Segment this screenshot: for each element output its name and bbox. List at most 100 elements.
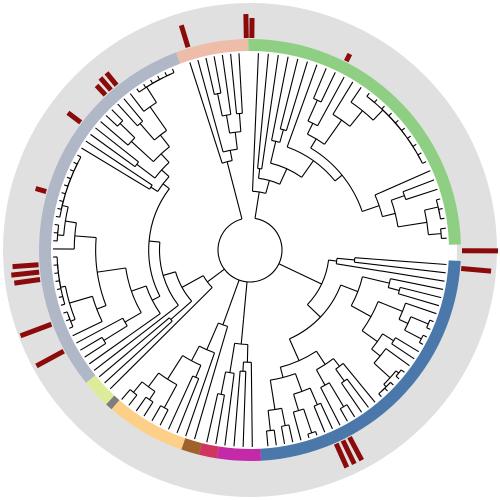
annotation-marker (333, 442, 350, 469)
tree-branch (341, 382, 363, 413)
tree-branch (292, 411, 302, 441)
tree-branch (324, 119, 343, 145)
tree-branch (167, 355, 184, 380)
tree-branch (373, 362, 391, 379)
tree-branch (160, 153, 170, 163)
tree-branch (279, 367, 284, 378)
tree-branch (88, 313, 161, 365)
tree-branch (176, 378, 200, 434)
tree-arc (307, 430, 316, 435)
tree-branch (346, 404, 356, 418)
tree-arc (234, 342, 248, 346)
tree-branch (111, 109, 124, 122)
tree-branch (161, 169, 170, 178)
tree-branch (422, 161, 427, 164)
tree-arc (361, 301, 379, 331)
tree-branch (273, 429, 277, 446)
tree-branch (98, 317, 170, 378)
tree-arc (390, 200, 399, 227)
tree-branch (148, 391, 156, 400)
tree-branch (95, 127, 139, 163)
tree-branch (354, 257, 447, 266)
tree-branch (250, 362, 253, 447)
tree-branch (195, 365, 202, 378)
tree-arc (310, 147, 363, 212)
clade-pale-green (86, 375, 115, 405)
tree-branch (93, 304, 179, 371)
tree-branch (388, 112, 392, 117)
annotation-marker (460, 265, 492, 274)
tree-branch (197, 59, 224, 153)
tree-branch (265, 430, 269, 447)
tree-arc (395, 369, 402, 377)
tree-branch (270, 141, 277, 164)
tree-branch (136, 163, 156, 179)
tree-branch (299, 273, 322, 285)
tree-branch (340, 284, 359, 293)
tree-arc (229, 131, 241, 134)
tree-branch (225, 115, 231, 134)
tree-branch (119, 123, 136, 139)
tree-branch (307, 433, 310, 439)
annotation-marker (12, 262, 39, 270)
tree-branch (128, 394, 138, 406)
tree-branch (267, 410, 271, 431)
tree-branch (205, 57, 215, 95)
tree-branch (440, 227, 446, 230)
tree-branch (55, 215, 60, 218)
tree-arc (182, 355, 202, 366)
tree-branch (342, 363, 376, 403)
tree-branch (167, 375, 194, 430)
tree-arc (145, 396, 154, 403)
tree-branch (328, 259, 337, 262)
tree-arc (145, 285, 161, 314)
tree-branch (320, 403, 333, 430)
tree-branch (242, 281, 248, 320)
tree-branch (399, 286, 442, 299)
tree-branch (147, 372, 160, 388)
tree-branch (362, 276, 390, 284)
tree-branch (333, 358, 340, 367)
tree-branch (121, 389, 131, 400)
tree-branch (371, 348, 381, 357)
clade-color-ring (39, 38, 461, 462)
tree-branch (229, 172, 243, 220)
tree-branch (221, 54, 232, 115)
tree-arc (57, 273, 65, 301)
tree-branch (81, 147, 150, 190)
tree-branch (150, 79, 154, 84)
tree-branch (320, 72, 336, 103)
tree-branch (388, 287, 400, 292)
tree-branch (72, 321, 103, 337)
tree-branch (366, 92, 370, 97)
tree-branch (181, 275, 204, 288)
tree-branch (382, 333, 394, 342)
tree-branch (61, 192, 66, 195)
tree-branch (279, 168, 288, 185)
tree-branch (303, 408, 313, 434)
tree-arc (307, 120, 318, 127)
tree-arc (339, 404, 348, 410)
annotation-marker (34, 186, 47, 194)
tree-branch (261, 54, 279, 170)
tree-branch (412, 143, 417, 147)
tree-arc (91, 296, 103, 322)
tree-arc (138, 81, 155, 93)
tree-branch (382, 212, 396, 218)
tree-branch (428, 233, 442, 236)
tree-branch (149, 240, 160, 243)
tree-branch (350, 87, 362, 103)
tree-branch (100, 121, 129, 146)
tree-branch (320, 387, 341, 426)
tree-arc (153, 146, 170, 162)
tree-branch (150, 186, 158, 192)
tree-branch (381, 105, 385, 110)
tree-arc (335, 258, 338, 264)
tree-branch (220, 371, 227, 395)
tree-branch (257, 53, 269, 169)
tree-branch (288, 424, 294, 443)
tree-branch (422, 334, 428, 338)
tree-arc (129, 389, 138, 396)
tree-arc (371, 333, 384, 350)
tree-arc (418, 334, 424, 343)
